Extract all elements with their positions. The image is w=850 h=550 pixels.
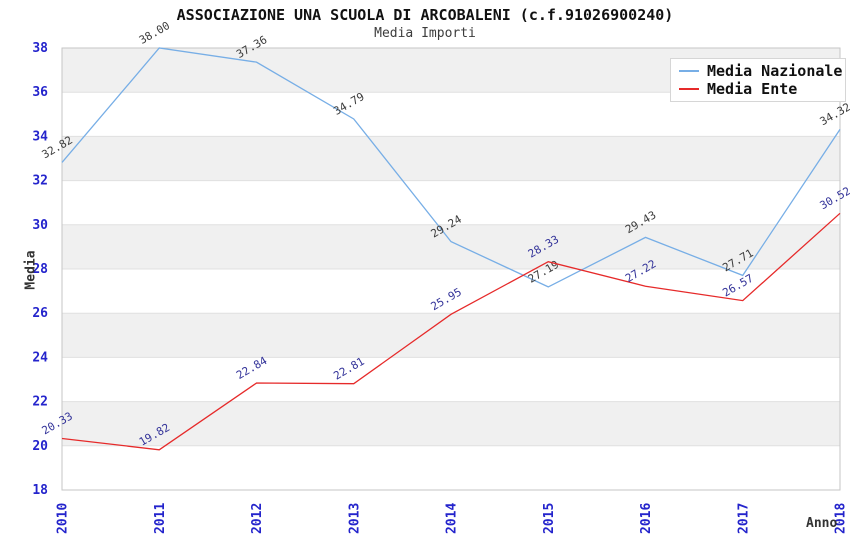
x-tick-label: 2011	[153, 503, 168, 534]
grid-band	[62, 224, 840, 269]
point-label-media-nazionale: 38.00	[137, 19, 172, 47]
grid-band	[62, 401, 840, 446]
x-tick-label: 2018	[834, 503, 849, 534]
plot-border	[61, 47, 841, 491]
y-tick-label: 30	[32, 218, 48, 233]
y-tick-label: 36	[32, 85, 48, 100]
point-label-media-nazionale: 34.79	[331, 90, 366, 118]
media-ente-line-icon	[679, 88, 699, 90]
grid-band	[62, 313, 840, 358]
x-tick-label: 2012	[250, 503, 265, 534]
y-tick-label: 34	[32, 129, 48, 144]
legend-label-media-nazionale: Media Nazionale	[707, 62, 843, 80]
x-tick-label: 2014	[445, 503, 460, 534]
legend-item-media-nazionale: Media Nazionale	[679, 62, 842, 80]
y-axis-title: Media	[23, 250, 39, 290]
y-tick-label: 38	[32, 41, 48, 56]
y-tick-label: 20	[32, 439, 48, 454]
x-tick-label: 2017	[736, 503, 751, 534]
x-tick-label: 2013	[347, 503, 362, 534]
legend-label-media-ente: Media Ente	[707, 80, 798, 98]
chart-title: ASSOCIAZIONE UNA SCUOLA DI ARCOBALENI (c…	[176, 6, 674, 24]
x-tick-label: 2010	[56, 503, 71, 534]
point-label-media-ente: 30.52	[818, 184, 850, 212]
legend-item-media-ente: Media Ente	[679, 80, 837, 98]
y-tick-label: 28	[32, 262, 48, 277]
x-tick-label: 2015	[542, 503, 557, 534]
grid-band	[62, 136, 840, 181]
series-line-media-ente	[61, 212, 841, 451]
y-tick-label: 24	[32, 350, 48, 365]
point-label-media-nazionale: 34.32	[818, 100, 850, 128]
point-label-media-ente: 25.95	[429, 285, 464, 313]
series-line-media-nazionale	[61, 47, 841, 288]
media-nazionale-line-icon	[679, 70, 699, 72]
y-tick-label: 26	[32, 306, 48, 321]
y-tick-label: 18	[32, 483, 48, 498]
legend: Media Nazionale Media Ente	[670, 58, 846, 102]
x-axis-title: Anno	[806, 516, 838, 531]
y-tick-label: 32	[32, 174, 48, 189]
y-tick-label: 22	[32, 395, 48, 410]
x-tick-label: 2016	[639, 503, 654, 534]
chart-subtitle: Media Importi	[374, 26, 476, 41]
point-label-media-ente: 26.57	[720, 272, 755, 300]
point-label-media-ente: 22.84	[234, 354, 270, 382]
